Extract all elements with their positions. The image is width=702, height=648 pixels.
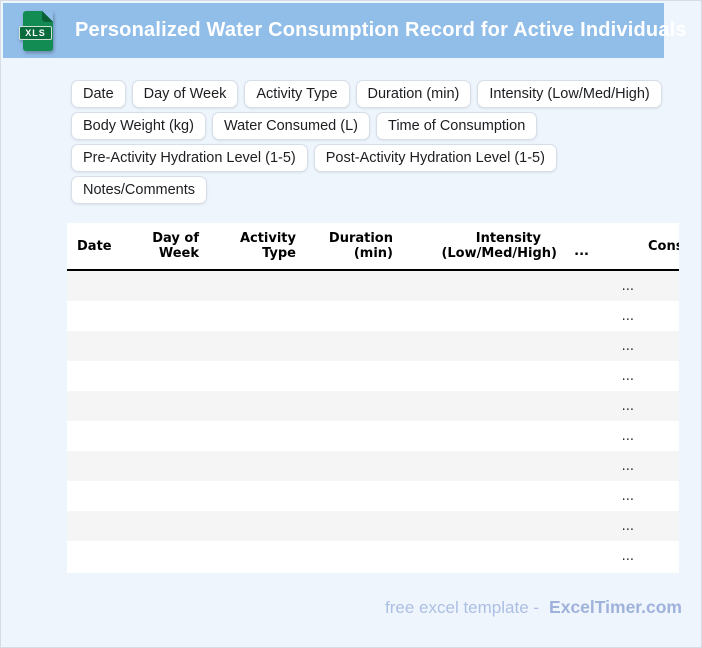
header-line: (min) [353, 246, 393, 261]
chip-pre-activity-hydration[interactable]: Pre-Activity Hydration Level (1-5) [71, 144, 308, 172]
table-row: ... [67, 301, 679, 331]
footer-text: free excel template - [385, 598, 540, 617]
table-header-row: Date Day of Week Activity Type Duration … [67, 223, 679, 271]
row-ellipsis: ... [621, 458, 634, 474]
table-body: ... ... ... ... ... ... ... ... ... ... [67, 271, 679, 571]
row-ellipsis: ... [621, 368, 634, 384]
file-icon-fold-corner [42, 10, 53, 22]
row-ellipsis: ... [621, 488, 634, 504]
row-ellipsis: ... [621, 308, 634, 324]
column-header-activity-type: Activity Type [203, 231, 300, 261]
table-row: ... [67, 361, 679, 391]
chip-post-activity-hydration[interactable]: Post-Activity Hydration Level (1-5) [313, 144, 557, 172]
column-header-duration: Duration (min) [300, 231, 397, 261]
table-row: ... [67, 391, 679, 421]
header-line: Type [262, 246, 296, 261]
chip-intensity[interactable]: Intensity (Low/Med/High) [477, 80, 662, 108]
table-row: ... [67, 421, 679, 451]
header-bar: XLS Personalized Water Consumption Recor… [3, 3, 687, 58]
column-header-clipped: Cons [648, 238, 679, 254]
xls-file-icon: XLS [19, 10, 53, 51]
row-ellipsis: ... [621, 398, 634, 414]
row-ellipsis: ... [621, 518, 634, 534]
table-row: ... [67, 511, 679, 541]
row-ellipsis: ... [621, 338, 634, 354]
keyword-chip-list: Date Day of Week Activity Type Duration … [71, 80, 663, 204]
column-header-ellipsis: ... [574, 243, 589, 259]
chip-day-of-week[interactable]: Day of Week [131, 80, 239, 108]
chip-water-consumed[interactable]: Water Consumed (L) [211, 112, 370, 140]
footer-brand-link[interactable]: ExcelTimer.com [549, 597, 682, 617]
table-row: ... [67, 541, 679, 571]
table-row: ... [67, 481, 679, 511]
table-row: ... [67, 331, 679, 361]
chip-date[interactable]: Date [71, 80, 126, 108]
row-ellipsis: ... [621, 278, 634, 294]
preview-table: Date Day of Week Activity Type Duration … [67, 223, 679, 573]
table-row: ... [67, 451, 679, 481]
header-line: Duration [328, 231, 393, 246]
row-ellipsis: ... [621, 428, 634, 444]
header-line: Day of [152, 231, 199, 246]
chip-time-of-consumption[interactable]: Time of Consumption [376, 112, 538, 140]
header-line: (Low/Med/High) [441, 246, 557, 261]
column-header-date: Date [77, 238, 112, 254]
column-header-intensity: Intensity (Low/Med/High) [397, 231, 557, 261]
file-type-badge: XLS [19, 25, 52, 40]
footer: free excel template - ExcelTimer.com [385, 597, 682, 618]
page-title: Personalized Water Consumption Record fo… [75, 19, 687, 41]
chip-body-weight[interactable]: Body Weight (kg) [71, 112, 206, 140]
header-line: Week [158, 246, 199, 261]
table-row: ... [67, 271, 679, 301]
chip-duration[interactable]: Duration (min) [355, 80, 472, 108]
chip-activity-type[interactable]: Activity Type [244, 80, 350, 108]
column-header-day-of-week: Day of Week [123, 231, 203, 261]
header-line: Activity [239, 231, 296, 246]
row-ellipsis: ... [621, 548, 634, 564]
header-line: Intensity [475, 231, 541, 246]
chip-notes-comments[interactable]: Notes/Comments [71, 176, 208, 204]
